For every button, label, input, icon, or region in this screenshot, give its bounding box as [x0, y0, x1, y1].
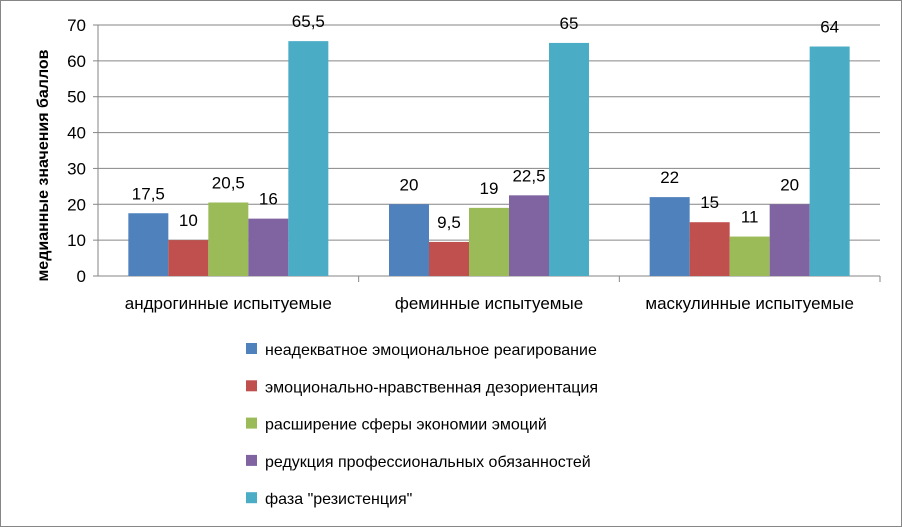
data-label: 20,5 — [212, 173, 245, 192]
bar — [288, 41, 329, 277]
legend-swatch — [246, 454, 257, 466]
bar — [168, 240, 209, 276]
bar — [208, 202, 249, 276]
legend-label: редукция профессиональных обязанностей — [265, 454, 591, 471]
legend-swatch — [246, 492, 257, 504]
legend-swatch — [246, 343, 257, 354]
bar — [389, 204, 429, 276]
y-tick-label: 70 — [67, 16, 86, 35]
y-tick-label: 20 — [67, 195, 86, 214]
y-tick-label: 30 — [67, 159, 86, 178]
y-tick-label: 10 — [67, 231, 86, 250]
y-tick-label: 0 — [77, 267, 86, 286]
x-tick-label: феминные испытуемые — [395, 294, 583, 313]
legend-label: эмоционально-нравственная дезориентация — [265, 379, 598, 396]
bar — [729, 236, 770, 276]
bar — [809, 46, 850, 277]
bar — [469, 207, 509, 276]
data-label: 10 — [179, 211, 198, 230]
data-label: 65,5 — [292, 12, 325, 31]
bar — [769, 204, 810, 276]
data-label: 20 — [400, 175, 419, 194]
data-label: 9,5 — [437, 213, 461, 232]
data-label: 16 — [259, 190, 278, 209]
data-label: 20 — [780, 175, 799, 194]
bar — [509, 195, 549, 276]
bar — [549, 42, 589, 276]
x-tick-label: маскулинные испытуемые — [645, 294, 854, 313]
data-label: 17,5 — [132, 184, 165, 203]
data-label: 22,5 — [512, 166, 545, 185]
data-label: 19 — [480, 179, 499, 198]
y-axis-title: медианные значения баллов — [35, 49, 52, 281]
legend-swatch — [246, 417, 257, 429]
data-label: 64 — [820, 18, 839, 37]
data-label: 22 — [660, 168, 679, 187]
legend-label: фаза "резистенция" — [265, 491, 412, 508]
y-tick-label: 60 — [67, 52, 86, 71]
data-label: 11 — [741, 208, 759, 227]
data-label: 15 — [700, 193, 719, 212]
bar — [649, 197, 690, 276]
bar — [128, 213, 169, 276]
bar — [429, 241, 469, 276]
x-tick-label: андрогинные испытуемые — [125, 294, 332, 313]
legend-swatch — [246, 380, 257, 392]
legend-label: неадекватное эмоциональное реагирование — [265, 342, 597, 359]
legend-label: расширение сферы экономии эмоций — [265, 417, 547, 434]
y-tick-label: 40 — [67, 124, 86, 143]
bar — [689, 222, 730, 276]
bar — [248, 218, 289, 276]
data-label: 65 — [560, 14, 579, 33]
y-tick-label: 50 — [67, 88, 86, 107]
